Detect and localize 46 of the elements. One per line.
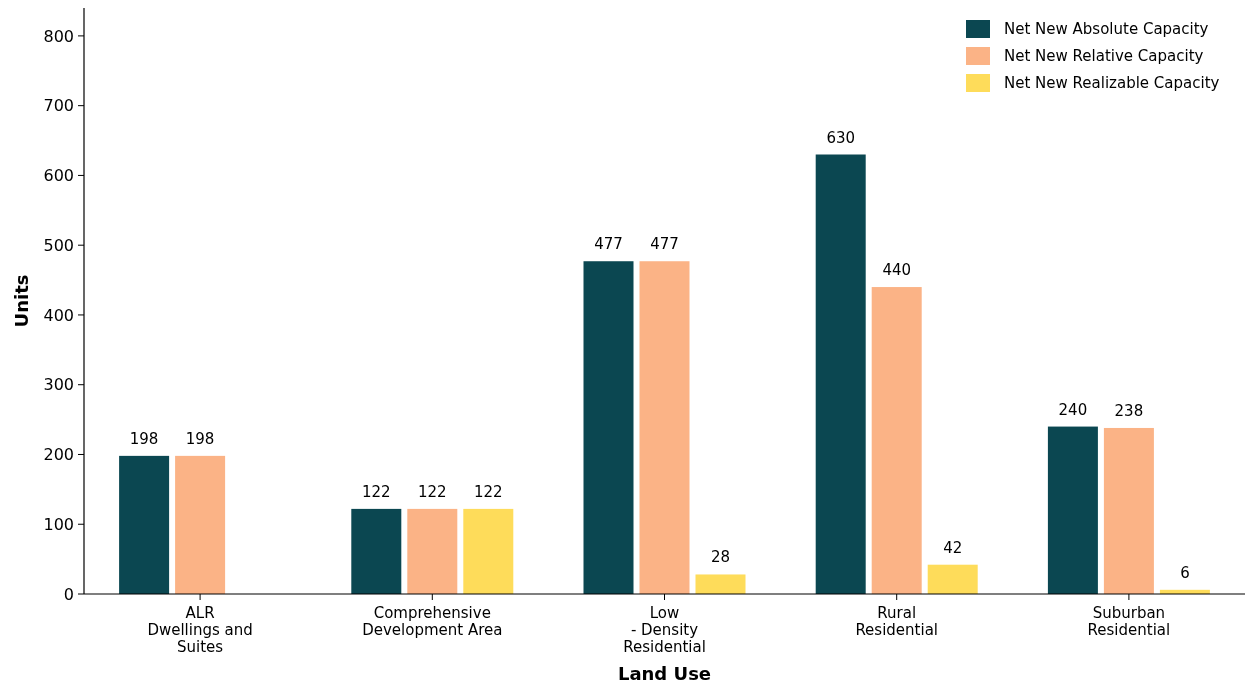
legend-label: Net New Realizable Capacity [1004, 74, 1220, 93]
bar [815, 154, 866, 594]
legend-label: Net New Absolute Capacity [1004, 20, 1209, 39]
bar [407, 508, 458, 594]
data-label: 122 [361, 482, 391, 501]
y-tick-label: 400 [43, 305, 74, 325]
data-label: 198 [185, 429, 215, 448]
x-tick-label: Low - Density Residential [623, 604, 706, 656]
bar [583, 261, 634, 594]
bar [463, 508, 514, 594]
bar [1047, 426, 1098, 594]
data-label: 6 [1180, 563, 1190, 582]
y-tick-label: 600 [43, 166, 74, 186]
data-label: 122 [473, 482, 503, 501]
bar [927, 564, 978, 594]
y-tick-label: 300 [43, 375, 74, 395]
bar [351, 508, 402, 594]
bar [1103, 427, 1154, 594]
y-tick-label: 800 [43, 26, 74, 46]
bar [871, 287, 922, 594]
data-label: 477 [594, 235, 623, 254]
data-label: 28 [710, 548, 731, 567]
data-label: 42 [943, 538, 963, 557]
bar [639, 261, 690, 594]
y-tick-label: 700 [43, 96, 74, 116]
x-tick-label: Suburban Residential [1087, 604, 1171, 639]
data-label: 240 [1058, 400, 1088, 419]
data-label: 477 [650, 235, 679, 254]
x-axis-title: Land Use [617, 663, 712, 684]
data-label: 238 [1114, 401, 1144, 420]
y-tick-label: 100 [43, 514, 74, 534]
y-tick-label: 0 [63, 584, 74, 604]
y-tick-label: 200 [43, 445, 74, 465]
legend-label: Net New Relative Capacity [1004, 47, 1204, 66]
y-tick-label: 500 [43, 235, 74, 255]
data-label: 198 [129, 429, 159, 448]
bar [119, 455, 170, 594]
x-tick-label: ALR Dwellings and Suites [147, 604, 253, 656]
x-tick-label: Rural Residential [855, 604, 939, 639]
data-label: 630 [826, 128, 856, 147]
data-label: 440 [882, 261, 912, 280]
y-axis-title: Units [11, 274, 32, 328]
data-label: 122 [417, 482, 447, 501]
bar [175, 455, 226, 594]
x-tick-label: Comprehensive Development Area [362, 604, 503, 639]
bar [695, 574, 746, 594]
